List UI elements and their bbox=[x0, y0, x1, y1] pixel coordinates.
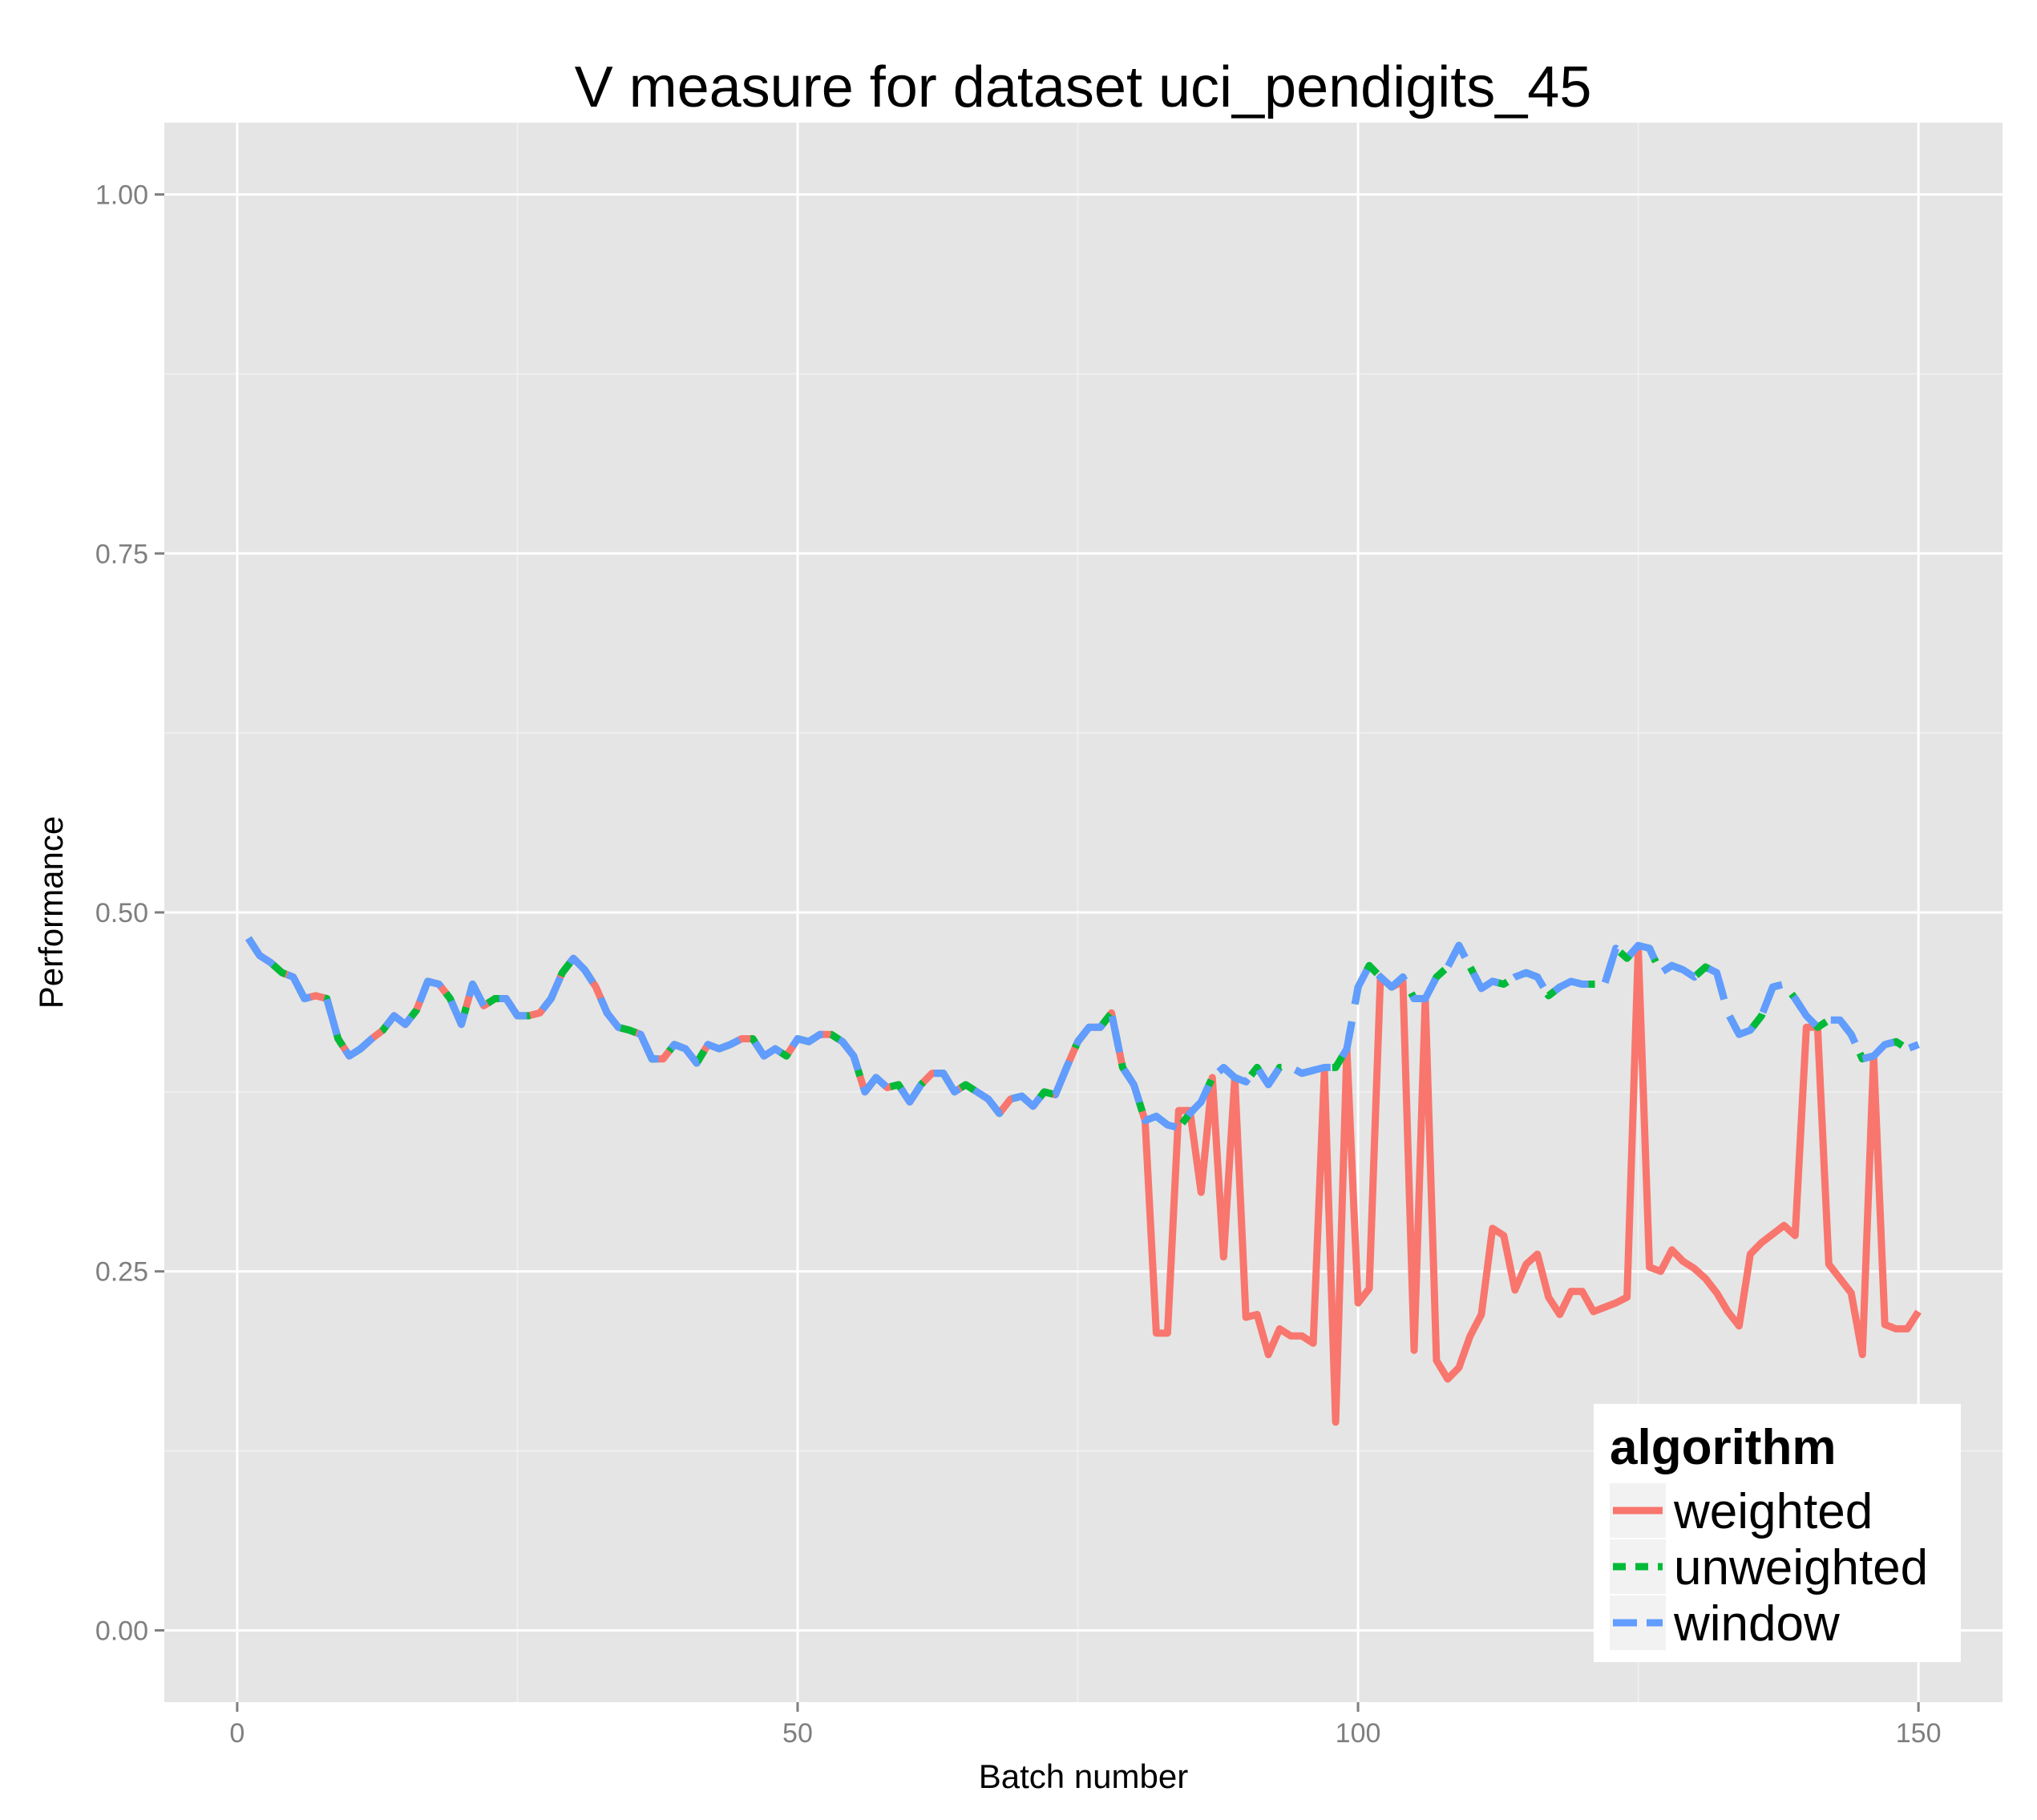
chart-title: V measure for dataset uci_pendigits_45 bbox=[575, 55, 1592, 119]
series-layer bbox=[245, 936, 1922, 1426]
legend-label-window: window bbox=[1673, 1596, 1840, 1652]
series-line-window bbox=[245, 936, 1920, 1132]
x-tick-label: 0 bbox=[229, 1718, 245, 1749]
y-axis: 0.00 0.25 0.50 0.75 1.00 bbox=[95, 180, 164, 1646]
legend-label-unweighted: unweighted bbox=[1674, 1540, 1928, 1596]
x-tick-label: 100 bbox=[1336, 1718, 1381, 1749]
y-tick-label: 0.00 bbox=[95, 1616, 148, 1646]
legend-title: algorithm bbox=[1610, 1420, 1836, 1475]
x-axis: 0 50 100 150 bbox=[229, 1702, 1942, 1749]
y-tick-label: 0.50 bbox=[95, 898, 148, 928]
y-tick-label: 0.25 bbox=[95, 1257, 148, 1288]
legend-label-weighted: weighted bbox=[1673, 1484, 1873, 1539]
y-tick-label: 1.00 bbox=[95, 180, 148, 211]
x-tick-label: 150 bbox=[1896, 1718, 1942, 1749]
y-axis-title: Performance bbox=[32, 816, 70, 1009]
x-tick-label: 50 bbox=[782, 1718, 813, 1749]
x-axis-title: Batch number bbox=[979, 1757, 1188, 1795]
y-tick-label: 0.75 bbox=[95, 539, 148, 569]
